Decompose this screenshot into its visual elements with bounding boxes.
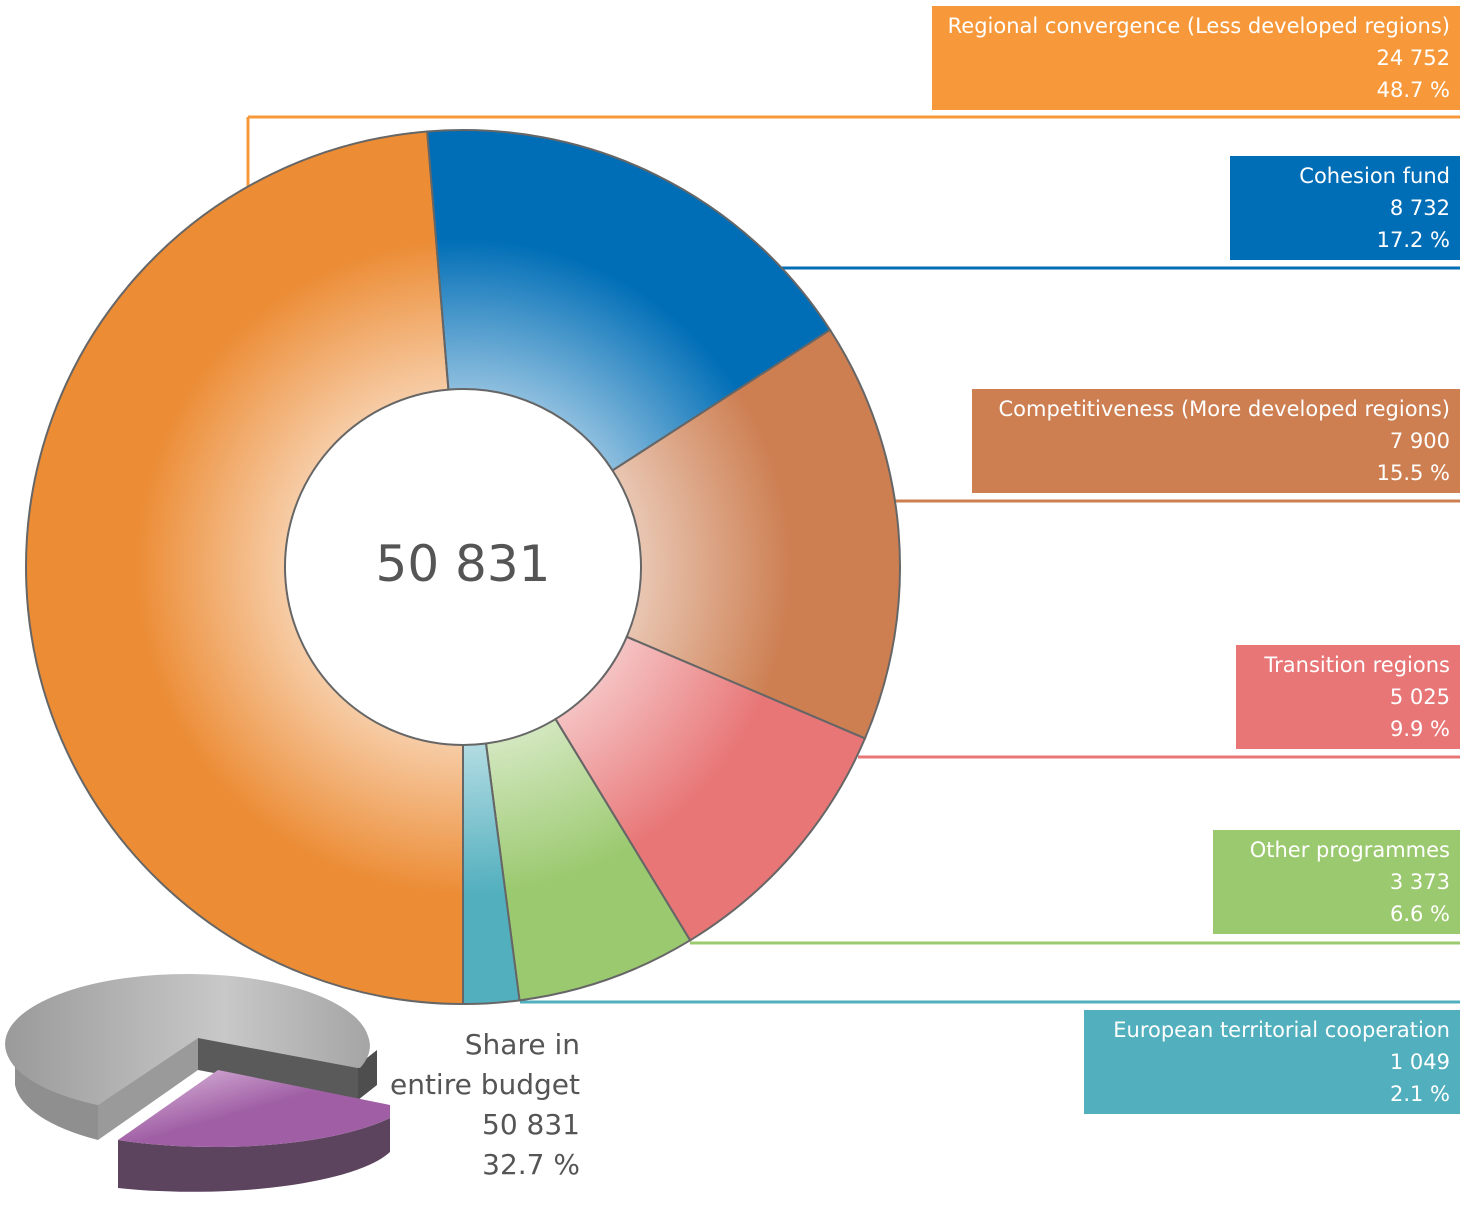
legend-percent-label: 9.9 % — [1389, 717, 1450, 741]
share-in-budget-label: Share in entire budget 50 831 32.7 % — [380, 1025, 580, 1185]
donut-slice-3 — [554, 635, 867, 942]
leader-lines — [246, 115, 1460, 1004]
legend-percent-label: 15.5 % — [1376, 461, 1450, 485]
legend-value-label: 3 373 — [1389, 870, 1450, 894]
legend-name: Cohesion fund — [1299, 164, 1450, 188]
legend-name: European territorial cooperation — [1113, 1018, 1450, 1042]
donut-slice-5 — [462, 742, 521, 1006]
legend-box-3: Transition regions 5 025 9.9 % — [1236, 645, 1460, 749]
legend-percent-label: 48.7 % — [1376, 78, 1450, 102]
share-pie-slice-side — [118, 1118, 390, 1192]
legend-percent-label: 2.1 % — [1389, 1082, 1450, 1106]
legend-value-label: 1 049 — [1389, 1050, 1450, 1074]
donut-total-label: 50 831 — [375, 535, 551, 593]
legend-box-5: European territorial cooperation 1 049 2.1… — [1084, 1010, 1460, 1114]
share-pie-cut-face-left — [98, 1038, 198, 1140]
legend-box-0: Regional convergence (Less developed reg… — [932, 6, 1460, 110]
legend-box-1: Cohesion fund 8 732 17.2 % — [1230, 156, 1460, 260]
legend-box-4: Other programmes 3 373 6.6 % — [1213, 830, 1460, 934]
share-pie-slice-top — [118, 1070, 390, 1148]
share-percent: 32.7 % — [482, 1148, 580, 1181]
share-value: 50 831 — [482, 1108, 580, 1141]
donut-slice-0 — [25, 130, 464, 1006]
legend-name: Other programmes — [1249, 838, 1450, 862]
legend-name: Transition regions — [1264, 653, 1450, 677]
legend-value-label: 24 752 — [1376, 46, 1450, 70]
legend-value-label: 5 025 — [1389, 685, 1450, 709]
legend-name: Competitiveness (More developed regions) — [998, 397, 1451, 421]
legend-box-2: Competitiveness (More developed regions)… — [972, 389, 1460, 493]
share-title-line1: Share in — [464, 1028, 580, 1061]
legend-name: Regional convergence (Less developed reg… — [947, 14, 1450, 38]
donut-slice-2 — [611, 328, 901, 740]
share-title-line2: entire budget — [389, 1068, 580, 1101]
share-pie-cut-face — [198, 1038, 358, 1100]
legend-percent-label: 6.6 % — [1389, 902, 1450, 926]
share-pie-rest-top-main — [5, 973, 370, 1105]
legend-value-label: 8 732 — [1389, 196, 1450, 220]
donut-slices — [25, 129, 901, 1006]
legend-value-label: 7 900 — [1389, 429, 1450, 453]
share-pie-3d — [5, 973, 390, 1192]
donut-slice-1 — [426, 129, 832, 472]
legend-percent-label: 17.2 % — [1376, 228, 1450, 252]
